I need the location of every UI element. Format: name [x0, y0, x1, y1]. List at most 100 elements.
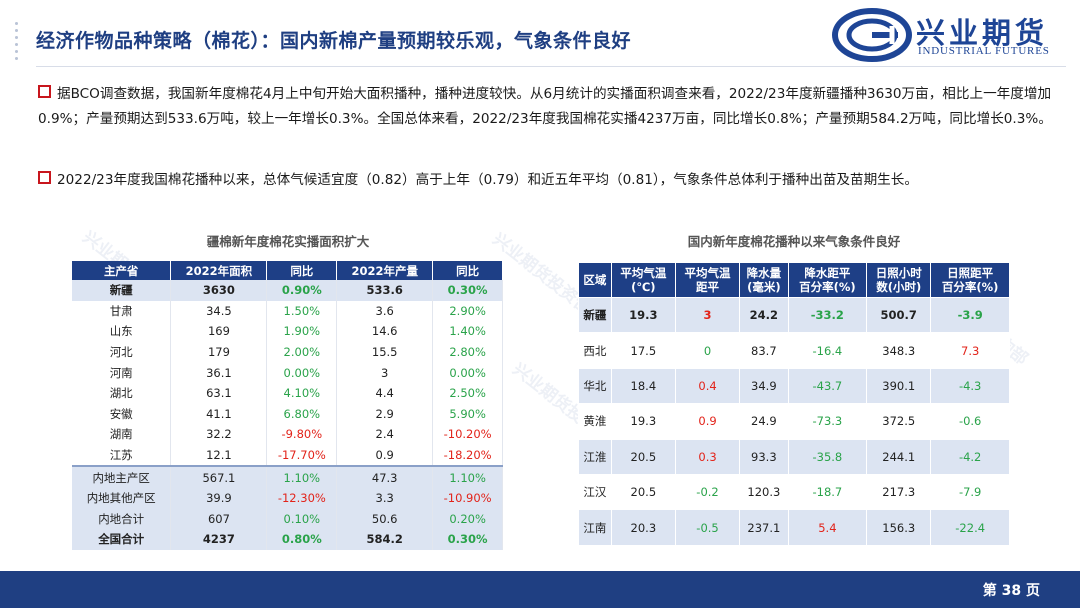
- paragraph-sowing: 据BCO调查数据，我国新年度棉花4月上中旬开始大面积播种，播种进度较快。从6月统…: [38, 82, 1068, 132]
- table1-header-cell: 同比: [266, 261, 338, 280]
- table-cell: 17.5: [610, 332, 676, 369]
- table-cell: 19.3: [610, 403, 676, 440]
- table-cell: -35.8: [787, 438, 868, 475]
- paragraph-text: 2022/23年度我国棉花播种以来，总体气候适宜度（0.82）高于上年（0.79…: [57, 172, 918, 188]
- table-cell: 湖北: [72, 382, 172, 404]
- page-title: 经济作物品种策略（棉花）：国内新棉产量预期较乐观，气象条件良好: [36, 30, 632, 52]
- table-cell: 2.50%: [432, 382, 503, 404]
- table-cell: 内地主产区: [72, 465, 172, 488]
- table-cell: 4.10%: [266, 382, 338, 404]
- table-row: 河南 36.1 0.00% 3 0.00%: [72, 362, 503, 383]
- company-logo: 兴业期货 INDUSTRIAL FUTURES: [832, 8, 1064, 62]
- table2-header-cell: 降水距平 百分率(%): [787, 262, 868, 298]
- table-cell: 0.9: [674, 403, 741, 440]
- brand-name-en: INDUSTRIAL FUTURES: [918, 45, 1050, 57]
- table-cell: 19.3: [610, 296, 676, 334]
- table-row: 内地其他产区 39.9 -12.30% 3.3 -10.90%: [72, 487, 503, 509]
- table-cell: 533.6: [336, 280, 434, 301]
- table-cell: 32.2: [170, 424, 268, 445]
- table1-header-cell: 2022年面积: [170, 261, 268, 280]
- table1-header-cell: 主产省: [72, 261, 172, 280]
- table-cell: 20.3: [610, 509, 676, 546]
- table-cell: -43.7: [787, 367, 868, 405]
- table-cell: 江汉: [578, 473, 612, 511]
- table-cell: 169: [170, 321, 268, 342]
- table2-caption: 国内新年度棉花播种以来气象条件良好: [687, 234, 901, 249]
- decorative-dots: [14, 22, 20, 64]
- table-cell: 3630: [170, 280, 268, 301]
- table-cell: 12.1: [170, 444, 268, 467]
- table-cell: 47.3: [336, 465, 434, 488]
- table-cell: 西北: [578, 332, 612, 369]
- table-cell: -9.80%: [266, 424, 338, 445]
- table-cell: -4.2: [930, 438, 1010, 475]
- table-cell: 0.00%: [432, 362, 503, 383]
- table-cell: 0.9: [336, 444, 434, 467]
- table-cell: 安徽: [72, 403, 172, 425]
- table-row: 内地合计 607 0.10% 50.6 0.20%: [72, 508, 503, 530]
- table-row: 安徽 41.1 6.80% 2.9 5.90%: [72, 403, 503, 425]
- table-cell: 500.7: [866, 296, 932, 334]
- table-cell: -18.7: [787, 473, 868, 511]
- logo-emblem-icon: [832, 8, 912, 62]
- table-row: 江汉 20.5 -0.2 120.3 -18.7 217.3 -7.9: [578, 473, 1010, 511]
- table1-caption: 疆棉新年度棉花实播面积扩大: [206, 234, 370, 249]
- table-cell: 湖南: [72, 424, 172, 445]
- table-cell: 24.9: [739, 403, 789, 440]
- table-row: 江苏 12.1 -17.70% 0.9 -18.20%: [72, 444, 503, 467]
- table-cell: 20.5: [610, 473, 676, 511]
- table-cell: 237.1: [739, 509, 789, 546]
- table-cell: -17.70%: [266, 444, 338, 467]
- table-cell: 1.40%: [432, 321, 503, 342]
- table-cell: 348.3: [866, 332, 932, 369]
- table1-header-cell: 2022年产量: [336, 261, 434, 280]
- table-cell: 2.9: [336, 403, 434, 425]
- table-cell: 244.1: [866, 438, 932, 475]
- table-cell: 3: [674, 296, 741, 334]
- header-divider: [36, 66, 1066, 67]
- table-row: 华北 18.4 0.4 34.9 -43.7 390.1 -4.3: [578, 367, 1010, 405]
- table-cell: -18.20%: [432, 444, 503, 467]
- table-cell: 内地其他产区: [72, 487, 172, 509]
- table-cell: 41.1: [170, 403, 268, 425]
- table2-header-cell: 降水量 (毫米): [739, 262, 789, 298]
- table2-header-cell: 日照距平 百分率(%): [930, 262, 1010, 298]
- table-cell: 0.3: [674, 438, 741, 475]
- table-cell: 6.80%: [266, 403, 338, 425]
- cotton-area-table: 主产省 2022年面积 同比 2022年产量 同比 新疆 3630 0.90% 533.6 0.…: [72, 261, 503, 550]
- table-cell: 179: [170, 341, 268, 363]
- paragraph-text: 据BCO调查数据，我国新年度棉花4月上中旬开始大面积播种，播种进度较快。从6月统…: [38, 86, 1052, 127]
- table-cell: 2.90%: [432, 300, 503, 322]
- paragraph-weather: 2022/23年度我国棉花播种以来，总体气候适宜度（0.82）高于上年（0.79…: [38, 168, 1068, 193]
- table2-header-cell: 平均气温 距平: [674, 262, 741, 298]
- table-cell: 河南: [72, 362, 172, 383]
- table-cell: 120.3: [739, 473, 789, 511]
- table-row: 新疆 19.3 3 24.2 -33.2 500.7 -3.9: [578, 296, 1010, 334]
- brand-name-cn: 兴业期货: [916, 16, 1049, 50]
- table-cell: 1.50%: [266, 300, 338, 322]
- table-cell: -0.5: [674, 509, 741, 546]
- table-cell: 36.1: [170, 362, 268, 383]
- table-cell: 1.10%: [432, 465, 503, 488]
- table-cell: 156.3: [866, 509, 932, 546]
- table-row: 江淮 20.5 0.3 93.3 -35.8 244.1 -4.2: [578, 438, 1010, 475]
- table-cell: -22.4: [930, 509, 1010, 546]
- table-cell: -73.3: [787, 403, 868, 440]
- table-row: 黄淮 19.3 0.9 24.9 -73.3 372.5 -0.6: [578, 403, 1010, 440]
- table-row: 湖北 63.1 4.10% 4.4 2.50%: [72, 382, 503, 404]
- table-cell: 2.80%: [432, 341, 503, 363]
- table-cell: -12.30%: [266, 487, 338, 509]
- table-cell: 0.80%: [266, 529, 338, 550]
- table-cell: 14.6: [336, 321, 434, 342]
- table-cell: -0.2: [674, 473, 741, 511]
- table-row: 全国合计 4237 0.80% 584.2 0.30%: [72, 529, 503, 550]
- table-cell: 39.9: [170, 487, 268, 509]
- table-row: 西北 17.5 0 83.7 -16.4 348.3 7.3: [578, 332, 1010, 369]
- table-cell: 83.7: [739, 332, 789, 369]
- table-cell: 0.10%: [266, 508, 338, 530]
- table-cell: -4.3: [930, 367, 1010, 405]
- table-cell: 3: [336, 362, 434, 383]
- table-cell: 34.9: [739, 367, 789, 405]
- table-cell: 93.3: [739, 438, 789, 475]
- table-cell: -33.2: [787, 296, 868, 334]
